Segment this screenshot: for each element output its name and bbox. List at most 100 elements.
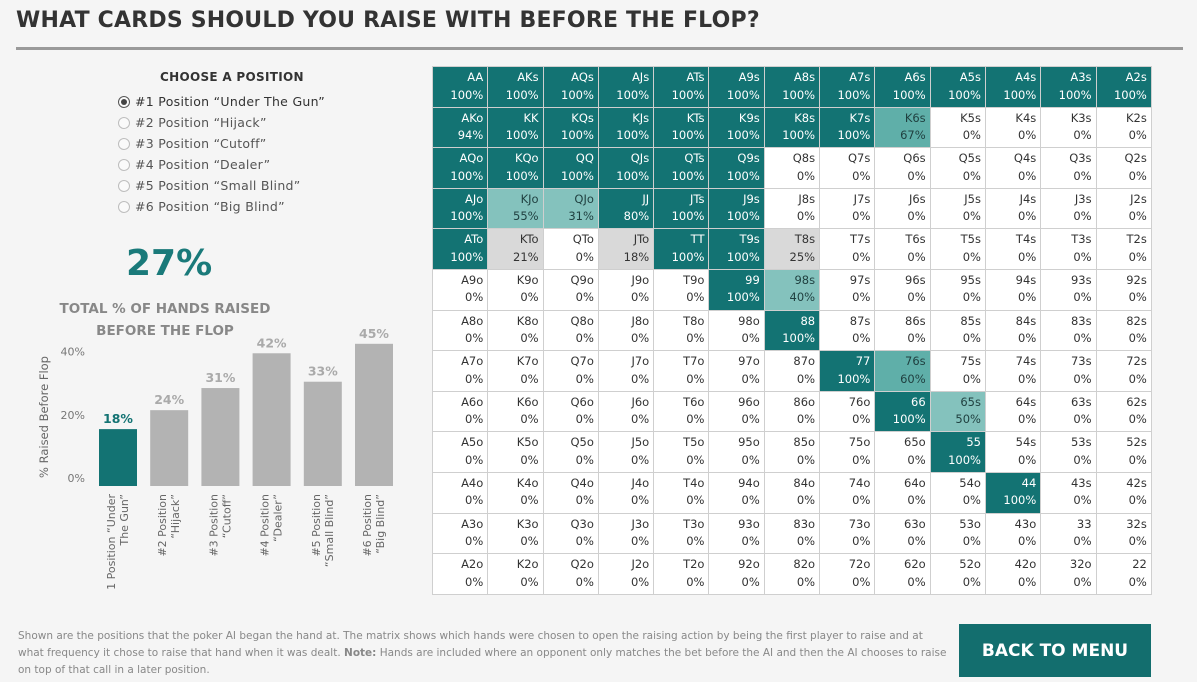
- x-tick-label-line: #3 Position: [207, 494, 220, 557]
- hand-cell: 42s 0%: [1095, 471, 1152, 514]
- footer-note-bold: Note:: [344, 647, 377, 659]
- hand-cell: 82o 0%: [763, 553, 821, 595]
- hand-label: 52s: [1126, 435, 1147, 450]
- hand-label: AKs: [517, 70, 539, 84]
- hand-cell: 93s 0%: [1040, 268, 1097, 311]
- radio-button-icon[interactable]: [118, 179, 130, 192]
- radio-button-icon[interactable]: [118, 95, 130, 108]
- hand-cell: AQo 100%: [431, 147, 489, 189]
- hand-cell: AJs 100%: [597, 66, 655, 108]
- hand-cell: Q3o 0%: [542, 512, 599, 555]
- hand-raise-percentage: 0%: [1073, 371, 1092, 386]
- hand-cell: AKs 100%: [487, 66, 544, 108]
- hand-raise-percentage: 0%: [520, 412, 539, 427]
- hand-cell: K2s 0%: [1095, 106, 1152, 149]
- hand-label: K8o: [516, 313, 539, 328]
- hand-label: 97o: [738, 354, 760, 369]
- hand-raise-percentage: 0%: [1128, 371, 1147, 386]
- position-option-1[interactable]: #1 Position “Under The Gun”: [118, 91, 325, 112]
- hand-label: KQo: [514, 151, 539, 166]
- hand-raise-percentage: 0%: [575, 574, 594, 589]
- hand-label: T7s: [850, 232, 871, 247]
- hand-raise-percentage: 0%: [630, 290, 650, 305]
- hand-label: A5s: [959, 70, 981, 84]
- radio-button-icon[interactable]: [118, 137, 130, 150]
- hand-label: T6s: [905, 232, 926, 247]
- hand-label: T9o: [683, 272, 705, 287]
- hand-raise-percentage: 18%: [623, 249, 650, 264]
- hand-raise-percentage: 0%: [520, 452, 539, 467]
- matrix-row: A6o 0% K6o 0% Q6o 0% J6o 0% T6o 0% 96o 0% 86o 0% 76o 0%…: [431, 390, 1152, 433]
- hand-label: AQo: [459, 151, 484, 166]
- position-option-4[interactable]: #4 Position “Dealer”: [118, 154, 325, 175]
- hand-cell: 32o 0%: [1040, 553, 1097, 595]
- hand-raise-percentage: 0%: [686, 412, 705, 427]
- hand-label: K6s: [904, 110, 926, 125]
- hand-cell: K8s 100%: [763, 106, 821, 149]
- hand-cell: A2o 0%: [431, 553, 489, 595]
- radio-button-icon[interactable]: [118, 158, 130, 171]
- hand-raise-percentage: 0%: [796, 534, 816, 549]
- hand-cell: 95o 0%: [708, 431, 765, 473]
- hand-label: KTo: [519, 232, 539, 247]
- position-option-2[interactable]: #2 Position “Hijack”: [118, 112, 325, 133]
- page-title: WHAT CARDS SHOULD YOU RAISE WITH BEFORE …: [16, 8, 760, 33]
- back-to-menu-button[interactable]: BACK TO MENU: [959, 624, 1151, 677]
- hand-label: A4s: [1015, 70, 1037, 84]
- hand-cell: K4s 0%: [984, 106, 1042, 149]
- hand-raise-percentage: 0%: [1128, 290, 1147, 305]
- hand-cell: 88 100%: [763, 309, 821, 352]
- hand-raise-percentage: 0%: [852, 493, 871, 508]
- hand-cell: ATo 100%: [431, 228, 489, 270]
- radio-button-icon[interactable]: [118, 200, 130, 213]
- hand-raise-percentage: 31%: [568, 209, 594, 224]
- hand-cell: 87s 0%: [819, 309, 876, 352]
- hand-label: 93s: [1070, 272, 1092, 287]
- hand-raise-percentage: 100%: [616, 87, 650, 102]
- position-option-5[interactable]: #5 Position “Small Blind”: [118, 175, 325, 196]
- hand-cell: J5o 0%: [597, 431, 655, 473]
- hand-label: 94s: [1015, 272, 1037, 287]
- hand-label: K6o: [516, 394, 539, 409]
- hand-cell: Q8s 0%: [763, 147, 821, 189]
- hand-label: AJs: [631, 70, 650, 84]
- hand-cell: QQ 100%: [542, 147, 599, 189]
- hand-cell: AQs 100%: [542, 66, 599, 108]
- hand-cell: A9o 0%: [431, 268, 489, 311]
- hand-cell: 95s 0%: [929, 268, 986, 311]
- hand-raise-percentage: 0%: [1073, 209, 1092, 224]
- hand-raise-percentage: 0%: [741, 452, 760, 467]
- x-tick-label-line: “Big Blind”: [374, 494, 387, 554]
- hand-raise-percentage: 0%: [1128, 452, 1147, 467]
- hand-raise-percentage: 0%: [796, 371, 816, 386]
- hand-cell: J3o 0%: [597, 512, 655, 555]
- hand-label: K5s: [960, 110, 981, 125]
- hand-cell: QTs 100%: [653, 147, 710, 189]
- hand-cell: 65o 0%: [874, 431, 931, 473]
- hand-cell: J6s 0%: [874, 187, 931, 230]
- x-tick-label: #6 Position“Big Blind”: [361, 494, 387, 557]
- position-option-3[interactable]: #3 Position “Cutoff”: [118, 133, 325, 154]
- hand-raise-percentage: 0%: [1073, 452, 1092, 467]
- hand-label: T8o: [683, 313, 705, 328]
- hand-label: Q4s: [1013, 151, 1037, 166]
- hand-cell: A5o 0%: [431, 431, 489, 473]
- hand-raise-percentage: 100%: [726, 290, 760, 305]
- hand-label: T5s: [960, 232, 981, 247]
- hand-cell: 98o 0%: [708, 309, 765, 352]
- radio-button-icon[interactable]: [118, 116, 130, 129]
- hand-raise-percentage: 0%: [962, 574, 981, 589]
- hand-label: K4s: [1015, 110, 1037, 125]
- hand-label: 53o: [959, 516, 981, 531]
- hand-raise-percentage: 100%: [616, 128, 650, 143]
- hand-raise-percentage: 0%: [907, 209, 926, 224]
- hand-raise-percentage: 100%: [671, 168, 705, 183]
- hand-label: 54s: [1015, 435, 1037, 450]
- hand-raise-percentage: 0%: [686, 371, 705, 386]
- hand-raise-percentage: 40%: [789, 290, 816, 305]
- hand-raise-percentage: 0%: [575, 290, 594, 305]
- hand-raise-percentage: 0%: [741, 574, 760, 589]
- hand-label: KJs: [632, 110, 650, 125]
- position-option-6[interactable]: #6 Position “Big Blind”: [118, 196, 325, 217]
- hand-cell: KQo 100%: [487, 147, 544, 189]
